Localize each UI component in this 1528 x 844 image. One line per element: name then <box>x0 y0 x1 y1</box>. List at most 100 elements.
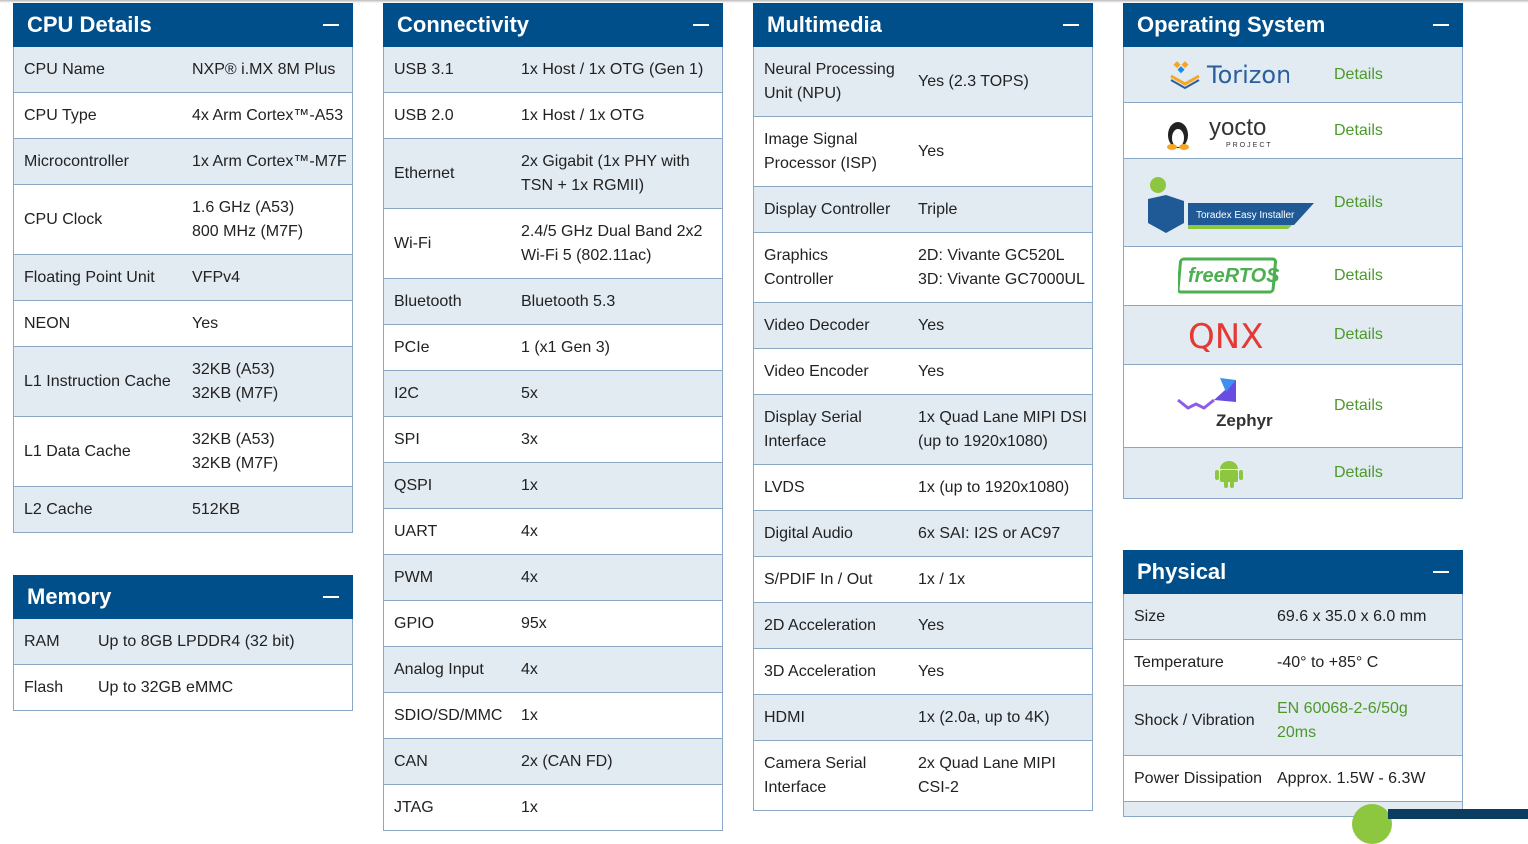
spec-row: USB 2.0 1x Host / 1x OTG <box>384 93 722 139</box>
svg-text:freeRTOS: freeRTOS <box>1188 265 1280 287</box>
yocto-logo[interactable]: yocto PROJECT <box>1124 111 1334 151</box>
spec-value: Approx. 1.5W - 6.3W <box>1277 769 1426 787</box>
spec-row: Temperature -40° to +85° C <box>1124 640 1462 686</box>
spec-value: 1x Host / 1x OTG <box>521 106 645 124</box>
spec-value: 1x Quad Lane MIPI DSI (up to 1920x1080) <box>918 408 1087 450</box>
spec-value: 1x <box>521 706 538 724</box>
qnx-logo[interactable]: QNX <box>1124 318 1334 352</box>
spec-label: Neural Processing Unit (NPU) <box>764 60 895 102</box>
collapse-icon[interactable] <box>1433 24 1449 26</box>
panel-connectivity: Connectivity USB 3.1 1x Host / 1x OTG (Gen… <box>383 3 723 831</box>
details-link[interactable]: Details <box>1334 326 1383 343</box>
spec-row: L1 Data Cache 32KB (A53) 32KB (M7F) <box>14 417 352 487</box>
spec-label: PCIe <box>394 338 430 356</box>
spec-row: Shock / Vibration EN 60068-2-6/50g 20ms <box>1124 686 1462 756</box>
collapse-icon[interactable] <box>693 24 709 26</box>
details-link[interactable]: Details <box>1334 397 1383 414</box>
spec-value: 1x <box>521 798 538 816</box>
spec-value: Up to 8GB LPDDR4 (32 bit) <box>98 632 295 650</box>
spec-value: 1 (x1 Gen 3) <box>521 338 610 356</box>
details-link[interactable]: Details <box>1334 193 1383 211</box>
svg-text:Torizon: Torizon <box>1206 61 1289 89</box>
svg-text:Toradex Easy Installer: Toradex Easy Installer <box>1196 210 1295 221</box>
spec-label: CAN <box>394 752 428 770</box>
details-link[interactable]: Details <box>1334 121 1383 139</box>
spec-label: GPIO <box>394 614 435 632</box>
panel-physical: Physical Size 69.6 x 35.0 x 6.0 mm Temperat… <box>1123 550 1463 817</box>
panel-header: CPU Details <box>13 3 353 47</box>
spec-label: Floating Point Unit <box>24 268 155 286</box>
spec-value: 1x Host / 1x OTG (Gen 1) <box>521 60 704 78</box>
spec-row: GPIO 95x <box>384 601 722 647</box>
svg-text:yocto: yocto <box>1209 114 1266 141</box>
spec-label: JTAG <box>394 798 434 816</box>
spec-label: L1 Data Cache <box>24 442 131 460</box>
os-row-android: Details <box>1124 448 1462 498</box>
spec-row: Display Serial Interface 1x Quad Lane MIP… <box>754 395 1092 465</box>
top-shadow <box>0 0 1528 3</box>
spec-row: Neural Processing Unit (NPU) Yes (2.3 TOP… <box>754 47 1092 117</box>
spec-value: Bluetooth 5.3 <box>521 292 616 310</box>
android-logo[interactable] <box>1124 458 1334 488</box>
zephyr-logo[interactable]: Zephyr <box>1124 378 1334 434</box>
spec-row: S/PDIF In / Out 1x / 1x <box>754 557 1092 603</box>
collapse-icon[interactable] <box>1063 24 1079 26</box>
spec-row: 2D Acceleration Yes <box>754 603 1092 649</box>
spec-row: L2 Cache 512KB <box>14 487 352 532</box>
spec-row: Microcontroller 1x Arm Cortex™-M7F <box>14 139 352 185</box>
spec-label: Wi-Fi <box>394 234 432 252</box>
spec-value: 32KB (A53) 32KB (M7F) <box>192 430 279 472</box>
spec-label: Shock / Vibration <box>1134 711 1255 729</box>
panel-header: Connectivity <box>383 3 723 47</box>
details-link[interactable]: Details <box>1334 464 1383 481</box>
spec-value: Yes <box>918 662 945 680</box>
collapse-icon[interactable] <box>323 596 339 598</box>
freertos-logo[interactable]: freeRTOS <box>1124 256 1334 296</box>
spec-label: NEON <box>24 314 71 332</box>
spec-row: 3D Acceleration Yes <box>754 649 1092 695</box>
spec-value-link[interactable]: EN 60068-2-6/50g 20ms <box>1277 699 1408 741</box>
collapse-icon[interactable] <box>323 24 339 26</box>
spec-label: Display Serial Interface <box>764 408 862 450</box>
svg-text:QNX: QNX <box>1188 318 1264 352</box>
spec-row: RAM Up to 8GB LPDDR4 (32 bit) <box>14 619 352 665</box>
panel-cpu-details: CPU Details CPU Name NXP® i.MX 8M Plus CPU … <box>13 3 353 533</box>
spec-row: Image Signal Processor (ISP) Yes <box>754 117 1092 187</box>
spec-label: Temperature <box>1134 653 1224 671</box>
spec-value: 2.4/5 GHz Dual Band 2x2 Wi-Fi 5 (802.11a… <box>521 222 703 264</box>
spec-row: CPU Type 4x Arm Cortex™-A53 <box>14 93 352 139</box>
svg-text:PROJECT: PROJECT <box>1226 142 1273 149</box>
spec-value: 32KB (A53) 32KB (M7F) <box>192 360 279 402</box>
os-row-qnx: QNX Details <box>1124 306 1462 365</box>
spec-value: 1x / 1x <box>918 570 966 588</box>
details-link[interactable]: Details <box>1334 65 1383 83</box>
panel-header: Physical <box>1123 550 1463 594</box>
chat-widget-icon[interactable] <box>1352 804 1392 844</box>
spec-row: Floating Point Unit VFPv4 <box>14 255 352 301</box>
spec-label: LVDS <box>764 478 805 496</box>
spec-row: SPI 3x <box>384 417 722 463</box>
chat-widget-bar[interactable] <box>1388 809 1528 819</box>
collapse-icon[interactable] <box>1433 571 1449 573</box>
spec-label: SDIO/SD/MMC <box>394 706 503 724</box>
spec-label: USB 2.0 <box>394 106 454 124</box>
spec-row: Flash Up to 32GB eMMC <box>14 665 352 710</box>
os-row-zephyr: Zephyr Details <box>1124 365 1462 448</box>
spec-row: Size 69.6 x 35.0 x 6.0 mm <box>1124 594 1462 640</box>
os-row-freertos: freeRTOS Details <box>1124 247 1462 306</box>
easy-installer-logo[interactable]: Toradex Easy Installer <box>1124 173 1334 233</box>
spec-label: 2D Acceleration <box>764 616 877 634</box>
svg-text:Zephyr: Zephyr <box>1216 411 1273 430</box>
torizon-logo[interactable]: Torizon <box>1124 58 1334 92</box>
spec-value: 4x <box>521 660 538 678</box>
spec-label: USB 3.1 <box>394 60 454 78</box>
details-link[interactable]: Details <box>1334 267 1383 284</box>
spec-value: 4x <box>521 568 538 586</box>
spec-row: Power Dissipation Approx. 1.5W - 6.3W <box>1124 756 1462 802</box>
spec-label: Digital Audio <box>764 524 853 542</box>
spec-row: Video Encoder Yes <box>754 349 1092 395</box>
spec-label: RAM <box>24 632 60 650</box>
spec-value: 1x (2.0a, up to 4K) <box>918 708 1050 726</box>
spec-value: Yes <box>918 616 945 634</box>
spec-label: QSPI <box>394 476 433 494</box>
